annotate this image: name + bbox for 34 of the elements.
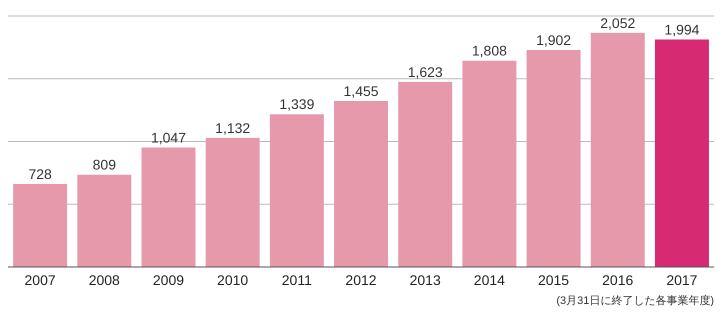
data-label: 1,339	[279, 96, 315, 112]
data-label: 1,808	[472, 42, 508, 59]
x-tick-label: 2009	[152, 272, 184, 288]
data-label: 1,902	[536, 32, 572, 48]
x-tick-label: 2017	[666, 272, 698, 288]
data-label: 1,047	[150, 130, 186, 146]
data-label: 728	[28, 166, 52, 182]
x-tick-label: 2013	[410, 272, 441, 288]
data-label: 1,994	[664, 22, 700, 38]
data-label: 809	[92, 156, 116, 173]
x-tick-label: 2014	[474, 272, 506, 288]
data-label: 1,132	[215, 120, 250, 136]
text: (3月31日に終了した各事業年度)	[555, 294, 714, 308]
bar	[270, 114, 324, 267]
data-label: 1,623	[408, 64, 443, 80]
x-tick-label: 2008	[88, 272, 120, 288]
x-tick-label: 2007	[24, 272, 56, 288]
bar	[398, 82, 452, 267]
bar	[526, 50, 581, 267]
bar	[77, 174, 132, 267]
x-tick-label: 2016	[602, 272, 634, 288]
x-tick-label: 2011	[282, 272, 312, 288]
bar	[13, 184, 68, 267]
bar	[206, 138, 260, 267]
bar	[334, 101, 388, 267]
x-tick-label: 2012	[345, 272, 377, 288]
data-label: 1,455	[344, 83, 379, 99]
data-label: 2,052	[600, 14, 636, 31]
bar	[654, 40, 709, 267]
bar	[590, 32, 645, 267]
bar	[462, 60, 516, 267]
x-tick-label: 2010	[217, 272, 248, 288]
x-tick-label: 2015	[538, 272, 570, 288]
bar	[142, 148, 196, 267]
